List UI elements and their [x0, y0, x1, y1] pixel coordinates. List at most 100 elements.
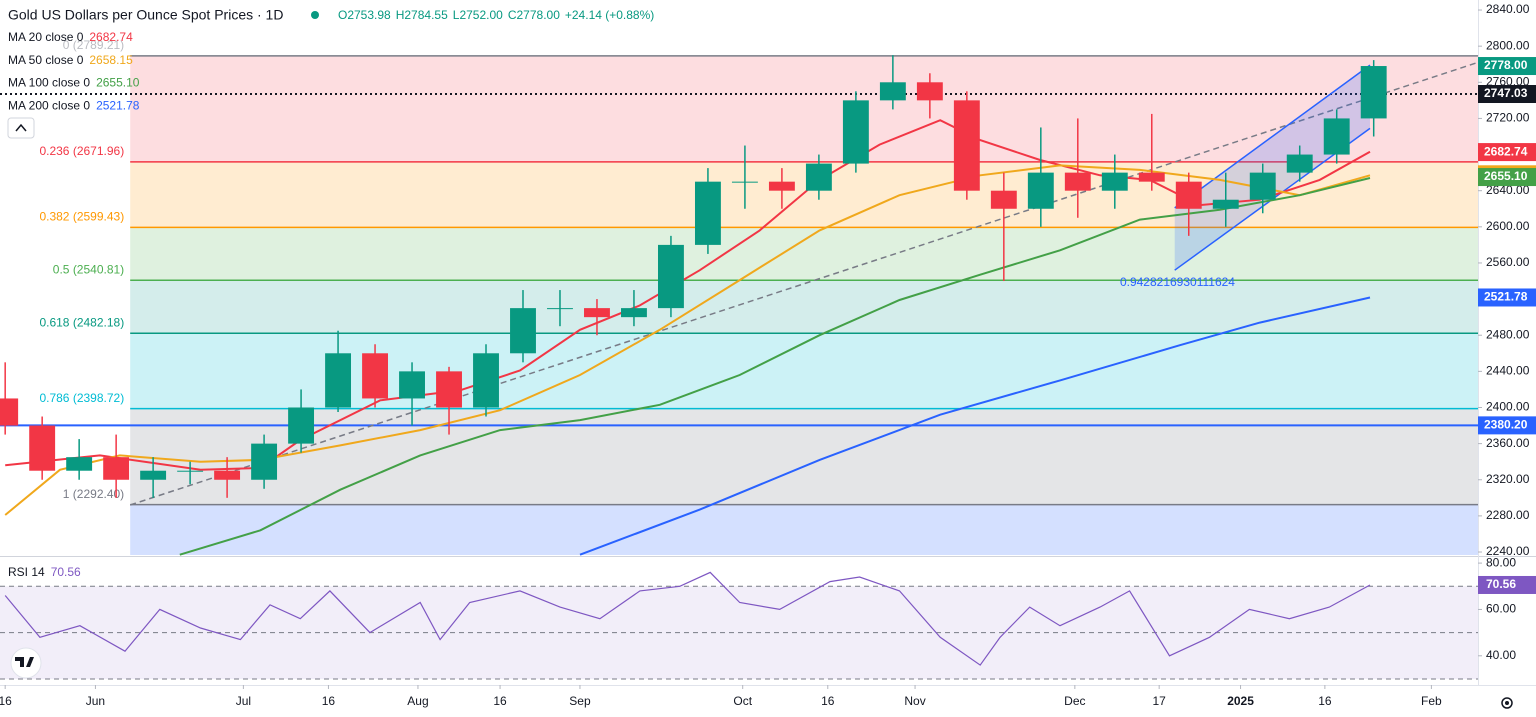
channel-annotation: 0.9428216930111624 — [1120, 275, 1235, 289]
rsi-tick-label: 60.00 — [1486, 602, 1516, 616]
y-tick-label: 2400.00 — [1486, 400, 1530, 414]
y-tick-label: 2840.00 — [1486, 2, 1530, 16]
price-label-box — [1478, 143, 1536, 162]
x-tick-label: Aug — [407, 694, 428, 708]
chart-title: Gold US Dollars per Ounce Spot Prices · … — [8, 7, 283, 23]
x-tick-label: 16 — [322, 694, 336, 708]
quote-value: O2753.98 — [338, 8, 391, 22]
rsi-line — [4, 571, 1371, 666]
candle-body — [953, 100, 980, 191]
price-label-box — [1478, 416, 1536, 435]
candle-body — [842, 100, 869, 164]
price-label: 2778.00 — [1484, 58, 1528, 72]
x-tick-label: 16 — [821, 694, 835, 708]
x-tick-label: Jun — [86, 694, 105, 708]
candle-body — [399, 371, 425, 399]
x-tick-label: 2025 — [1227, 694, 1254, 708]
fib-zone — [130, 280, 1478, 334]
fib-zone — [130, 55, 1478, 162]
legend-name: MA 100 close 0 — [8, 76, 90, 90]
rsi-legend-value: 70.56 — [51, 565, 81, 579]
price-label-box — [1478, 168, 1536, 187]
candle-body — [436, 371, 462, 408]
fib-label: 1 (2292.40) — [63, 487, 124, 501]
plot: 0 (2789.21) 0.236 (2671.96) 0.382 (2599.43… — [0, 38, 1479, 680]
price-label-box — [1478, 85, 1536, 104]
candle-body — [1323, 118, 1350, 155]
market-status — [311, 11, 319, 19]
x-tick-label: 17 — [1152, 694, 1166, 708]
fib-label: 0 (2789.21) — [63, 38, 124, 52]
x-tick-label: 16 — [0, 694, 12, 708]
candle-body — [0, 398, 19, 426]
x-tick-label: Dec — [1064, 694, 1085, 708]
candle-body — [547, 308, 573, 310]
x-tick-label: 16 — [493, 694, 507, 708]
x-tick-label: Sep — [569, 694, 591, 708]
candle-body — [1101, 172, 1128, 191]
collapse-icon — [15, 123, 27, 132]
candle-body — [1027, 172, 1054, 209]
candle-body — [990, 190, 1017, 209]
candle-body — [473, 353, 499, 408]
candle-body — [1212, 199, 1239, 209]
collapse-button[interactable] — [7, 117, 35, 139]
candle-body — [768, 181, 795, 191]
quote-value: H2784.55 — [396, 8, 448, 22]
fib-zone — [130, 333, 1478, 409]
candle-body — [1249, 172, 1276, 200]
candle-body — [1286, 154, 1313, 173]
y-tick-label: 2360.00 — [1486, 436, 1530, 450]
fib-label: 0.236 (2671.96) — [39, 144, 124, 158]
candle-body — [510, 308, 536, 354]
fib-label: 0.5 (2540.81) — [53, 262, 124, 276]
candle-body — [1360, 66, 1387, 119]
moving-average — [579, 296, 1371, 556]
x-tick-label: Feb — [1421, 694, 1442, 708]
candle-body — [325, 353, 352, 408]
channel-fill — [1174, 65, 1370, 271]
x-tick-label: 16 — [1318, 694, 1332, 708]
candle-body — [879, 82, 906, 101]
price-label-box — [1478, 288, 1536, 307]
y-tick-label: 2480.00 — [1486, 327, 1530, 341]
candle-body — [584, 308, 610, 318]
quote-value: +24.14 (+0.88%) — [565, 8, 654, 22]
candle-body — [657, 244, 684, 309]
channel-upper — [1174, 64, 1371, 209]
candle-body — [621, 308, 647, 318]
settings-icon[interactable] — [1501, 697, 1513, 709]
y-tick-label: 2720.00 — [1486, 111, 1530, 125]
x-tick-label: Nov — [904, 694, 925, 708]
legend-name: MA 200 close 0 — [8, 98, 90, 112]
candle-body — [1175, 181, 1202, 209]
legend-name: MA 20 close 0 — [8, 30, 84, 44]
y-tick-label: 2800.00 — [1486, 38, 1530, 52]
y-tick-label: 2240.00 — [1486, 544, 1530, 558]
rsi-legend-name: RSI 14 — [8, 565, 45, 579]
y-tick-label: 2600.00 — [1486, 219, 1530, 233]
candle-body — [694, 181, 721, 245]
candle-body — [29, 425, 56, 471]
y-tick-label: 2280.00 — [1486, 508, 1530, 522]
candle-body — [288, 407, 315, 444]
rsi-tick-label: 40.00 — [1486, 648, 1516, 662]
price-label: 2655.10 — [1484, 169, 1528, 183]
candle-body — [177, 470, 204, 472]
candle-body — [362, 353, 388, 399]
y-tick-label: 2320.00 — [1486, 472, 1530, 486]
rsi-label-box — [1478, 575, 1536, 594]
candle-body — [1138, 172, 1165, 182]
fib-label: 0.382 (2599.43) — [39, 210, 124, 224]
price-label: 2521.78 — [1484, 290, 1528, 304]
price-label-box — [1478, 57, 1536, 76]
fib-label: 0.786 (2398.72) — [39, 391, 124, 405]
legend-value: 2682.74 — [89, 30, 133, 44]
y-tick-label: 2440.00 — [1486, 364, 1530, 378]
price-label: 2747.03 — [1484, 86, 1528, 100]
fib-zone — [130, 227, 1478, 281]
candle-body — [214, 470, 241, 480]
rsi-price-label: 70.56 — [1486, 577, 1516, 591]
